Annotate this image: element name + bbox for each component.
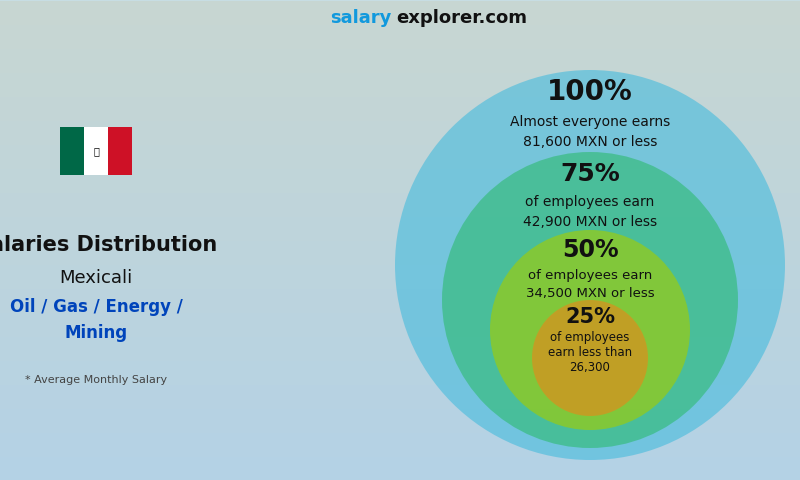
Bar [60, 127, 84, 175]
Text: of employees earn: of employees earn [528, 269, 652, 283]
Text: 100%: 100% [547, 78, 633, 106]
Text: 42,900 MXN or less: 42,900 MXN or less [523, 215, 657, 229]
Text: 26,300: 26,300 [570, 360, 610, 373]
Text: 25%: 25% [565, 307, 615, 327]
Text: of employees earn: of employees earn [526, 195, 654, 209]
Bar [84, 127, 108, 175]
Circle shape [532, 300, 648, 416]
Text: 50%: 50% [562, 238, 618, 262]
Text: Almost everyone earns: Almost everyone earns [510, 115, 670, 129]
Circle shape [490, 230, 690, 430]
Text: 34,500 MXN or less: 34,500 MXN or less [526, 287, 654, 300]
Text: * Average Monthly Salary: * Average Monthly Salary [25, 375, 167, 385]
Text: of employees: of employees [550, 331, 630, 344]
Circle shape [395, 70, 785, 460]
Text: earn less than: earn less than [548, 346, 632, 359]
Text: 75%: 75% [560, 162, 620, 186]
Circle shape [442, 152, 738, 448]
Text: Oil / Gas / Energy /
Mining: Oil / Gas / Energy / Mining [10, 299, 182, 341]
Text: salary: salary [330, 9, 391, 27]
Text: 81,600 MXN or less: 81,600 MXN or less [523, 135, 657, 149]
Text: Mexicali: Mexicali [59, 269, 133, 287]
Text: 🦅: 🦅 [93, 146, 99, 156]
Text: explorer.com: explorer.com [396, 9, 527, 27]
Bar [108, 127, 132, 175]
Text: Salaries Distribution: Salaries Distribution [0, 235, 217, 255]
